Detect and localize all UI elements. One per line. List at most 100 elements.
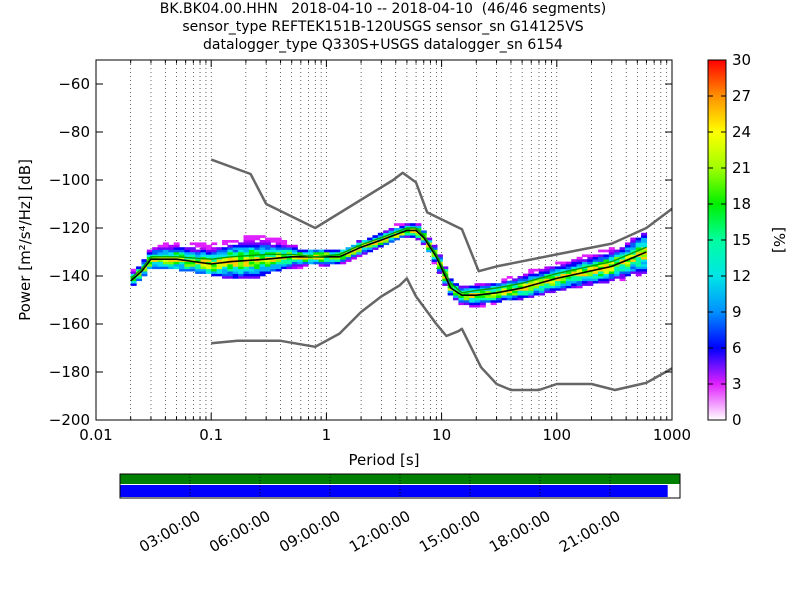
density-cell [598, 264, 605, 267]
density-cell [345, 247, 352, 250]
density-cell [291, 261, 298, 265]
density-cell [517, 283, 524, 286]
density-cell [195, 244, 202, 248]
density-cell [619, 259, 626, 262]
x-tick-label: 10 [432, 426, 451, 444]
density-cell [211, 254, 218, 258]
density-cell [238, 268, 245, 272]
density-cell [506, 297, 513, 301]
density-cell [630, 247, 637, 250]
density-cell [350, 254, 357, 258]
density-cell [136, 278, 143, 282]
density-cell [549, 271, 556, 274]
density-cell [490, 285, 497, 289]
y-tick-label: −100 [49, 171, 90, 189]
density-cell [259, 268, 266, 272]
density-cell [195, 249, 202, 253]
density-cell [581, 268, 588, 272]
density-cell [624, 259, 631, 262]
density-cell [329, 252, 336, 255]
density-cell [302, 261, 309, 265]
density-cell [592, 278, 599, 282]
density-cell [522, 288, 529, 291]
density-cell [404, 223, 411, 226]
density-cell [232, 264, 239, 267]
density-cell [307, 259, 314, 262]
density-cell [205, 254, 212, 258]
density-cell [608, 264, 615, 267]
density-cell [635, 261, 642, 265]
density-cell [619, 247, 626, 250]
density-cell [528, 285, 535, 289]
density-cell [254, 249, 261, 253]
density-cell [243, 252, 250, 255]
density-cell [162, 259, 169, 262]
density-cell [200, 271, 207, 274]
density-cell [571, 266, 578, 270]
density-cell [377, 242, 384, 246]
density-cell [399, 235, 406, 238]
density-cell [517, 285, 524, 289]
density-cell [576, 256, 583, 260]
density-cell [538, 283, 545, 286]
density-cell [367, 237, 374, 241]
density-cell [264, 242, 271, 246]
density-cell [238, 247, 245, 250]
density-cell [179, 264, 186, 267]
density-cell [592, 271, 599, 274]
density-cell [522, 276, 529, 279]
density-cell [222, 249, 228, 253]
density-cell [377, 240, 384, 243]
density-cell [307, 249, 314, 253]
density-cell [608, 256, 615, 260]
density-cell [184, 264, 191, 267]
density-cell [458, 285, 465, 289]
density-cell [614, 252, 621, 255]
density-cell [232, 252, 239, 255]
density-cell [614, 259, 621, 262]
density-cell [506, 292, 513, 296]
density-cell [538, 292, 545, 296]
density-cell [608, 252, 615, 255]
density-cell [238, 252, 245, 255]
density-cell [313, 249, 320, 253]
density-cell [393, 235, 400, 238]
ppsd-plot: 0.01 0.1 1 10 100 1000 −200 −180 −160 −140 −120 −1… [16, 59, 691, 469]
density-cell [146, 252, 153, 255]
density-cell [436, 254, 443, 258]
density-cell [490, 295, 497, 298]
density-cell [490, 290, 497, 294]
density-cell [157, 244, 164, 248]
density-cell [528, 276, 535, 279]
density-cell [232, 254, 239, 258]
density-cell [297, 259, 304, 262]
density-cell [227, 271, 234, 274]
density-cell [307, 256, 314, 260]
density-cell [506, 276, 513, 279]
data-available-bar [120, 474, 680, 484]
density-cell [200, 252, 207, 255]
density-cell [592, 254, 599, 258]
density-cell [399, 232, 406, 236]
density-cell [592, 273, 599, 277]
density-cell [205, 271, 212, 274]
density-cell [410, 230, 417, 234]
density-cell [222, 259, 228, 262]
density-cell [227, 249, 234, 253]
density-cell [544, 283, 551, 286]
density-cell [517, 290, 524, 294]
y-axis-label: Power [m²/s⁴/Hz] [dB] [16, 159, 34, 321]
density-cell [243, 240, 250, 243]
density-cell [184, 252, 191, 255]
density-cell [340, 261, 347, 265]
density-cell [275, 244, 282, 248]
x-tick-label: 0.1 [199, 426, 223, 444]
density-cell [560, 266, 567, 270]
density-cell [560, 285, 567, 289]
density-cell [635, 240, 642, 243]
density-cell [619, 273, 626, 277]
density-cell [141, 259, 148, 262]
density-cell [232, 249, 239, 253]
density-cell [630, 244, 637, 248]
density-cell [168, 249, 175, 253]
